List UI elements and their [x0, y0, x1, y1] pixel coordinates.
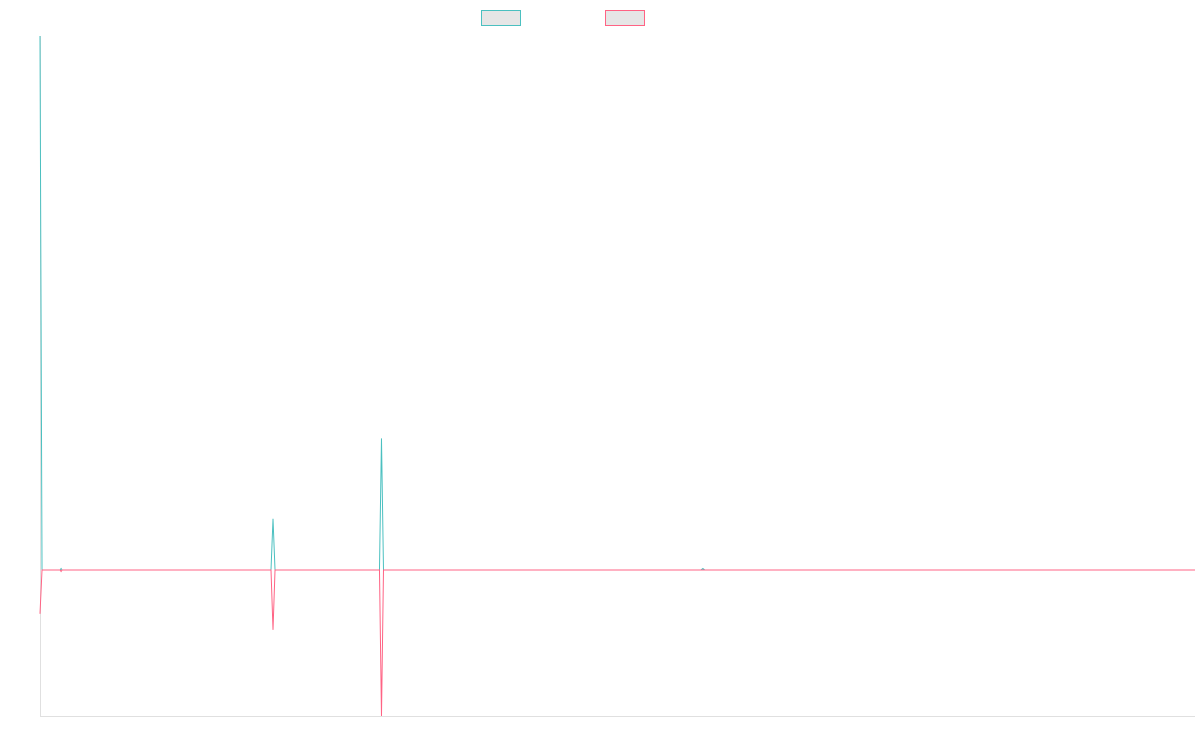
series-line-2 — [39, 569, 1195, 717]
series-line-1 — [39, 35, 1195, 571]
axes — [40, 36, 1195, 717]
series-layer — [39, 35, 1195, 717]
legend-swatch-1[interactable] — [481, 10, 521, 26]
legend — [481, 10, 645, 26]
legend-swatch-2[interactable] — [605, 10, 645, 26]
